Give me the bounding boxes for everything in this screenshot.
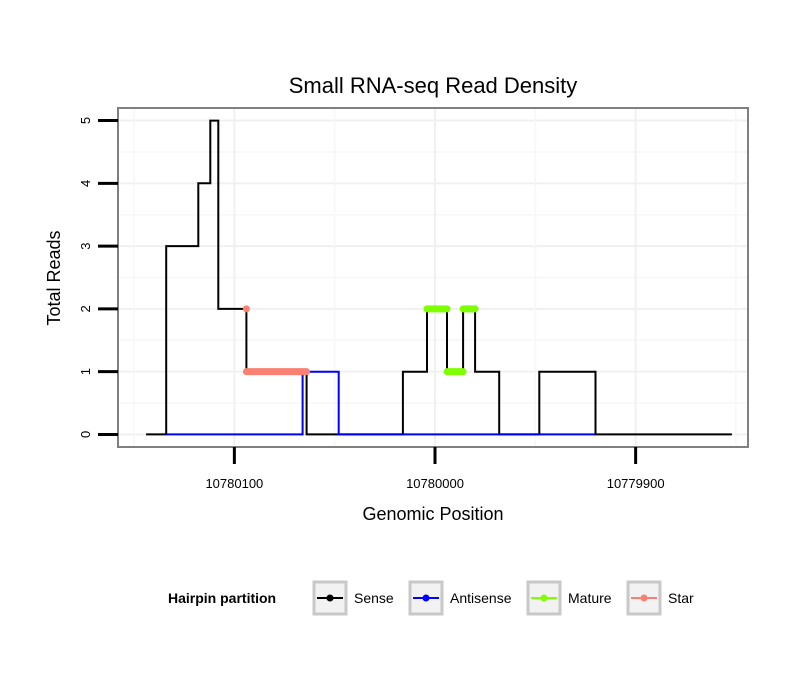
y-tick-label: 1 <box>78 368 93 375</box>
series-layer <box>146 119 732 436</box>
axes: 0 1 2 3 4 5 10780100 10780000 10779900 <box>78 107 749 491</box>
legend-key-point <box>540 594 548 602</box>
legend-key-point <box>422 594 430 602</box>
grid-lines <box>118 108 748 447</box>
legend-label: Star <box>668 590 694 606</box>
series-mature <box>423 305 479 376</box>
legend-item-star: Star <box>626 580 694 616</box>
series-star <box>242 305 311 376</box>
series-line <box>166 370 596 436</box>
x-tick-label: 10780000 <box>406 476 464 491</box>
legend-label: Sense <box>354 590 394 606</box>
chart-title: Small RNA-seq Read Density <box>289 73 578 98</box>
plot-border <box>117 107 749 448</box>
x-tick-label: 10779900 <box>607 476 665 491</box>
x-axis-label: Genomic Position <box>362 504 503 524</box>
legend-item-antisense: Antisense <box>408 580 512 616</box>
x-tick-label: 10780100 <box>205 476 263 491</box>
y-tick-label: 5 <box>78 117 93 124</box>
legend-key-point <box>326 594 334 602</box>
y-tick-label: 0 <box>78 431 93 438</box>
legend-label: Mature <box>568 590 612 606</box>
y-tick-label: 2 <box>78 305 93 312</box>
y-tick-label: 3 <box>78 242 93 249</box>
series-point <box>242 305 250 313</box>
legend-key-point <box>640 594 648 602</box>
legend-item-sense: Sense <box>312 580 394 616</box>
y-tick-label: 4 <box>78 180 93 187</box>
legend-title: Hairpin partition <box>168 590 276 606</box>
y-axis-label: Total Reads <box>44 230 64 325</box>
series-antisense <box>166 370 596 436</box>
legend-label: Antisense <box>450 590 512 606</box>
legend: Hairpin partition Sense Antisense Mature St… <box>168 580 694 616</box>
legend-item-mature: Mature <box>526 580 612 616</box>
